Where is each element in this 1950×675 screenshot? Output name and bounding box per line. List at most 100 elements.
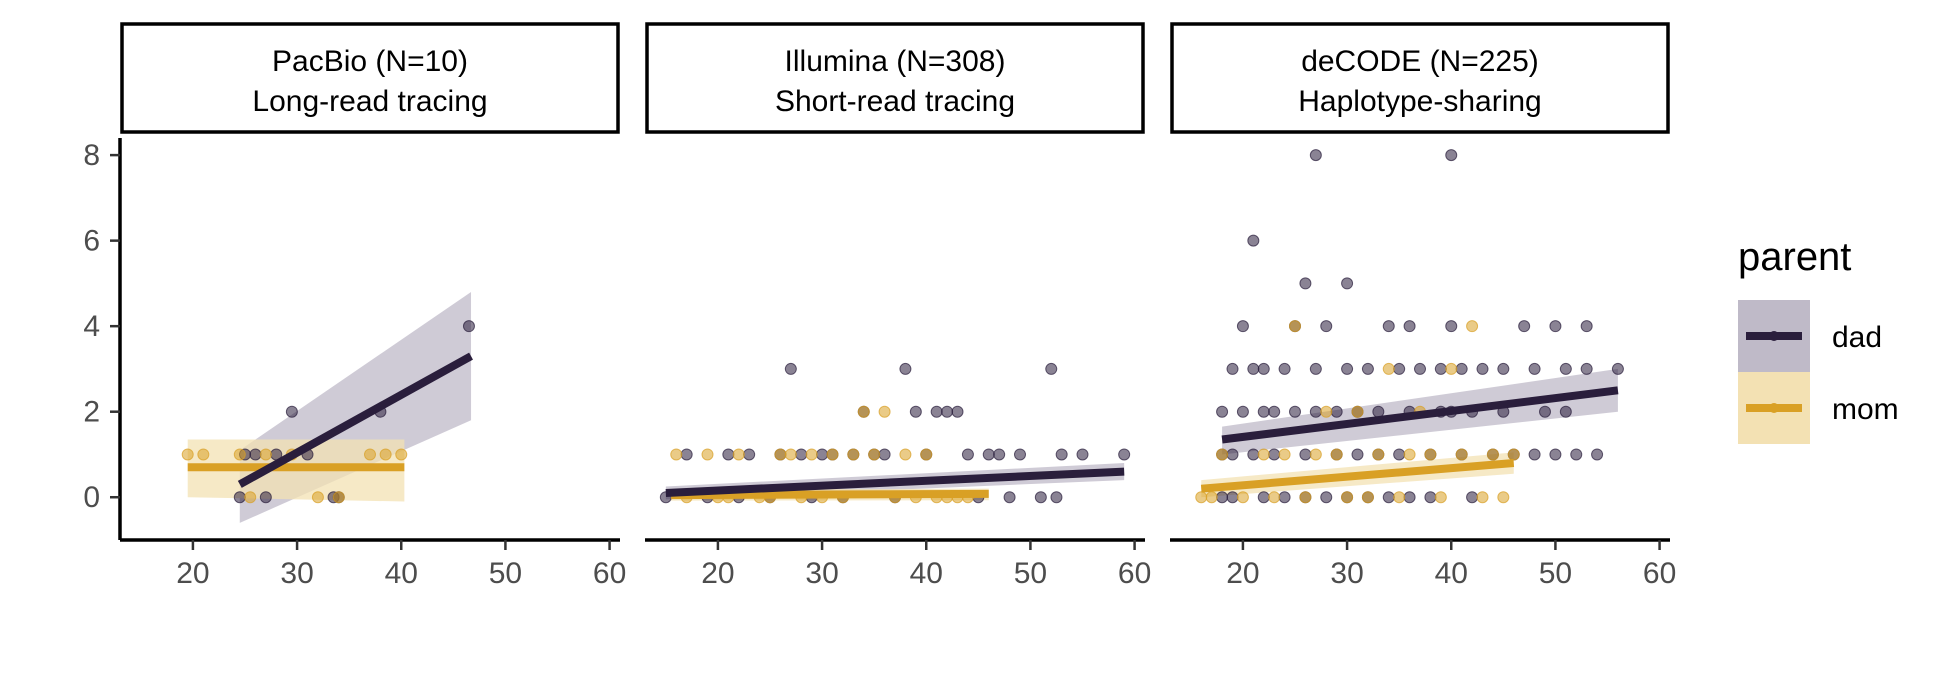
dad-point: [1055, 448, 1068, 461]
legend-title: parent: [1738, 235, 1851, 279]
mom-fit-line: [671, 489, 989, 500]
facet-strip-box: [645, 22, 1145, 134]
dad-point: [1299, 448, 1312, 461]
mom-point: [1236, 491, 1249, 504]
y-tick-label: 4: [83, 310, 100, 343]
dad-point: [1424, 491, 1437, 504]
dad-fit-line: [665, 467, 1125, 497]
dad-point: [1226, 448, 1239, 461]
dad-point: [1382, 491, 1395, 504]
facet-panel-2: Illumina (N=308) Short-read tracing 20 30 40…: [645, 22, 1151, 590]
dad-point: [1528, 362, 1541, 375]
dad-point: [1414, 362, 1426, 375]
dad-point: [1361, 362, 1374, 375]
dad-point: [1382, 320, 1395, 333]
dad-point: [1076, 448, 1089, 461]
x-tick-label: 30: [280, 557, 313, 590]
mom-point: [1393, 491, 1406, 504]
dad-point: [1466, 491, 1479, 504]
mom-point: [1195, 491, 1208, 504]
x-tick-label: 60: [1643, 557, 1676, 590]
mom-point: [332, 491, 345, 504]
dad-point: [1393, 362, 1406, 375]
facet-strip-title: deCODE (N=225): [1301, 45, 1539, 78]
dad-point: [1497, 362, 1510, 375]
dad-point: [233, 491, 246, 504]
facet-strip-subtitle: Long-read tracing: [252, 85, 487, 118]
dad-point: [1559, 405, 1572, 418]
x-tick-label: 20: [1226, 557, 1259, 590]
dad-point: [1257, 405, 1270, 418]
y-tick-label: 0: [83, 481, 100, 514]
mom-point: [847, 448, 860, 461]
dad-point: [941, 405, 954, 418]
dad-point: [1216, 405, 1229, 418]
dad-point: [1226, 362, 1239, 375]
mom-point: [1476, 491, 1489, 504]
dad-point: [1611, 362, 1624, 375]
dad-point: [1320, 491, 1333, 504]
dad-point: [1289, 405, 1301, 418]
facet-strip-title: PacBio (N=10): [272, 45, 468, 78]
dad-point: [1299, 277, 1312, 290]
mom-point: [364, 448, 376, 461]
mom-point: [1424, 448, 1437, 461]
dad-point: [1403, 491, 1416, 504]
y-tick-label: 2: [83, 396, 100, 429]
mom-point: [1309, 448, 1322, 461]
dad-point: [743, 448, 756, 461]
dad-point: [1341, 277, 1354, 290]
facet-strip-title: Illumina (N=308): [785, 45, 1006, 78]
dad-point: [1330, 405, 1343, 418]
dad-point: [1257, 491, 1270, 504]
dad-point: [1003, 491, 1016, 504]
dad-point: [1236, 405, 1249, 418]
mom-point: [920, 448, 933, 461]
mom-point: [1289, 320, 1301, 333]
dad-point: [951, 405, 964, 418]
dad-point: [1309, 405, 1322, 418]
x-tick-label: 20: [176, 557, 209, 590]
x-tick-label: 50: [489, 557, 522, 590]
dad-point: [1403, 320, 1416, 333]
dad-point: [930, 405, 943, 418]
dad-point: [1434, 362, 1447, 375]
dad-point: [1309, 149, 1322, 162]
facet-strip-box: [1170, 22, 1670, 134]
mom-point: [379, 448, 392, 461]
mom-point: [1361, 491, 1374, 504]
dad-point: [1372, 405, 1385, 418]
mom-fit-line: [1200, 459, 1515, 493]
legend-key-point: [1769, 403, 1779, 413]
mom-point: [774, 448, 787, 461]
mom-point: [670, 448, 683, 461]
mom-point: [1268, 491, 1281, 504]
mom-point: [732, 448, 745, 461]
mom-point: [1403, 448, 1416, 461]
dad-point: [899, 362, 912, 375]
x-tick-label: 40: [910, 557, 943, 590]
dad-point: [1320, 320, 1333, 333]
x-tick-label: 30: [805, 557, 838, 590]
mom-point: [1299, 491, 1312, 504]
dad-point: [1539, 405, 1551, 418]
dad-point: [259, 491, 272, 504]
mom-point: [1372, 448, 1385, 461]
dad-point: [1570, 448, 1583, 461]
mom-point: [1466, 320, 1479, 333]
dad-point: [982, 448, 995, 461]
dad-point: [1268, 448, 1281, 461]
dad-point: [1278, 362, 1291, 375]
mom-point: [878, 405, 891, 418]
dad-point: [1445, 320, 1458, 333]
mom-point: [395, 448, 408, 461]
mom-point: [784, 448, 797, 461]
mom-point: [259, 448, 272, 461]
dad-point: [1351, 448, 1364, 461]
legend-label: mom: [1832, 393, 1899, 426]
dad-point: [1393, 448, 1406, 461]
x-tick-label: 40: [385, 557, 418, 590]
dad-point: [1476, 362, 1489, 375]
dad-point: [1268, 405, 1281, 418]
dad-point: [1226, 491, 1239, 504]
